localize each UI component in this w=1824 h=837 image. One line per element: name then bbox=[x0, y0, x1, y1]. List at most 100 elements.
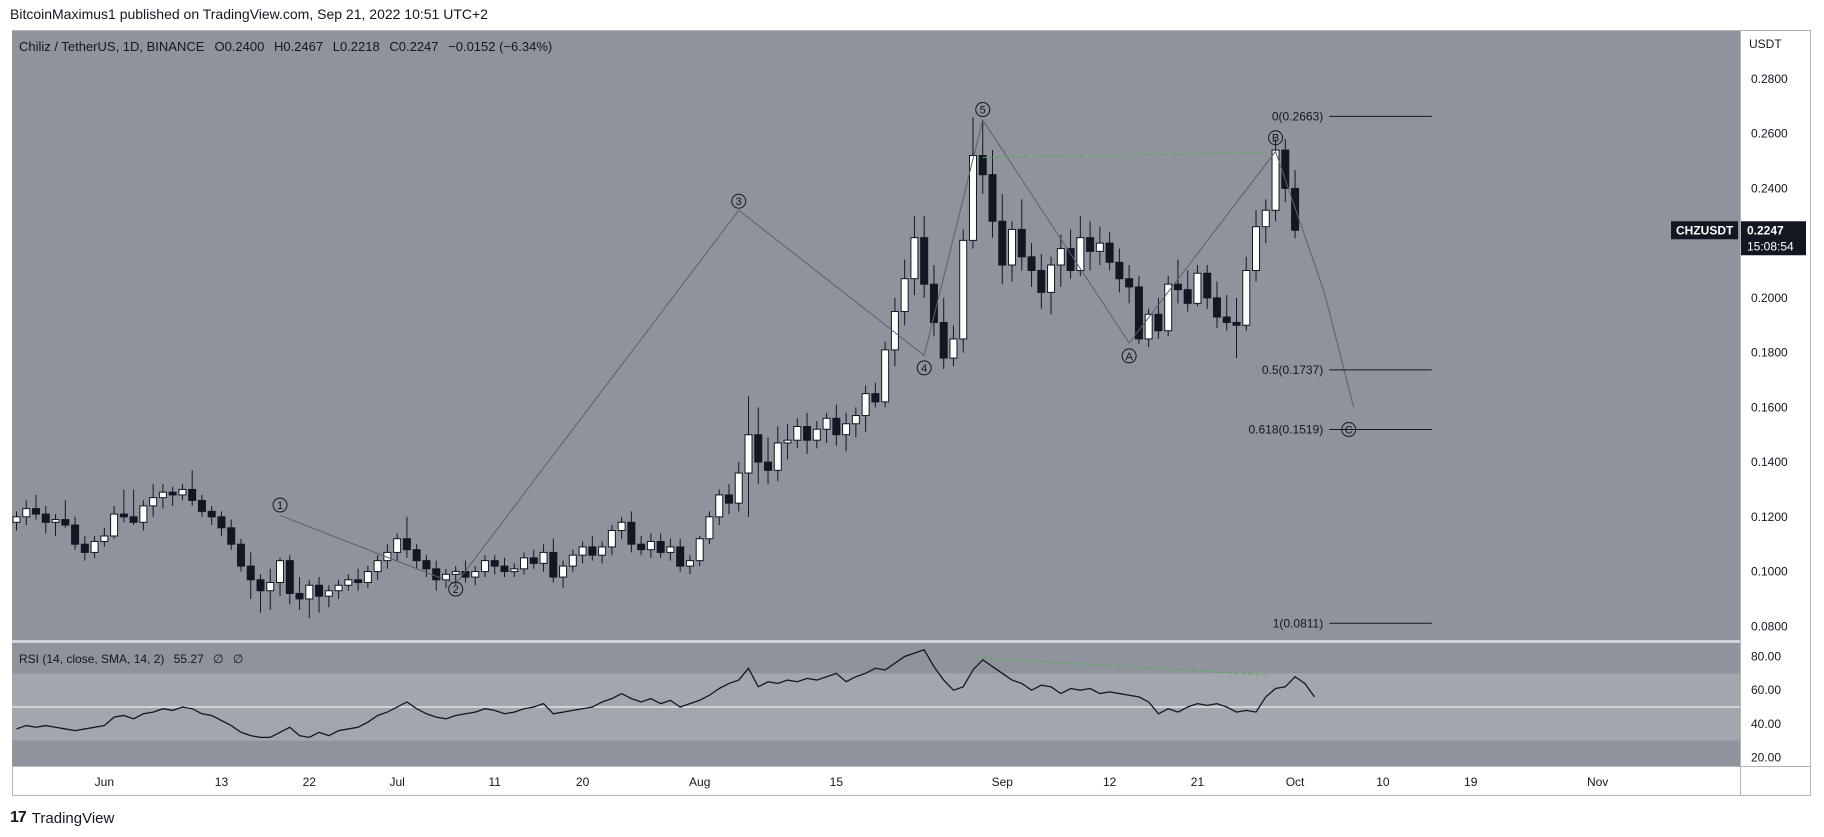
fib-level-label: 0.5(0.1737) bbox=[1262, 363, 1323, 377]
rsi-value: 55.27 bbox=[174, 652, 204, 666]
price-axis[interactable]: 0.28000.26000.24000.22000.20000.18000.16… bbox=[1751, 72, 1788, 633]
candle-body bbox=[178, 488, 187, 496]
candle-body bbox=[764, 461, 773, 471]
candle-body bbox=[51, 519, 60, 523]
wave-label-circle bbox=[916, 360, 932, 376]
candle-body bbox=[1212, 297, 1221, 318]
candle-body bbox=[1252, 226, 1261, 271]
candle-body bbox=[803, 426, 812, 441]
candle-body bbox=[578, 546, 587, 556]
time-axis[interactable]: Jun 13 22 Jul 11 20 Aug 15 Sep 12 21 Oct 10 19 Nov bbox=[95, 775, 1609, 789]
candle-body bbox=[637, 543, 646, 551]
candle-body bbox=[705, 516, 714, 540]
price-tick-label: 0.0800 bbox=[1751, 619, 1788, 633]
rsi-line bbox=[16, 648, 1316, 739]
candle-body bbox=[666, 546, 675, 553]
candle-body bbox=[295, 592, 304, 600]
price-tag-symbol: CHZUSDT bbox=[1676, 223, 1734, 237]
drawings[interactable]: 0(0.2663) 0.5(0.1737) 0.618(0.1519) 1(0.081… bbox=[272, 102, 1432, 631]
price-tick-label: 0.1400 bbox=[1751, 455, 1788, 469]
symbol-title[interactable]: Chiliz / TetherUS, 1D, BINANCE bbox=[19, 39, 205, 54]
candle-body bbox=[246, 565, 255, 581]
rsi-tick-label: 20.00 bbox=[1751, 751, 1781, 765]
candle-body bbox=[510, 568, 519, 573]
candle-body bbox=[490, 560, 499, 567]
low-value: 0.2218 bbox=[340, 39, 380, 54]
time-tick-label: 22 bbox=[303, 775, 317, 789]
candle-body bbox=[22, 508, 31, 518]
wave-label-circle bbox=[1268, 130, 1284, 146]
candle-body bbox=[539, 551, 548, 564]
candle-body bbox=[168, 491, 177, 496]
candle-body bbox=[354, 579, 363, 584]
candle-body bbox=[1281, 149, 1290, 189]
candle-body bbox=[978, 155, 987, 176]
candle-body bbox=[451, 571, 460, 575]
candle-body bbox=[812, 428, 821, 441]
price-tick-label: 0.2400 bbox=[1751, 181, 1788, 195]
price-tick-label: 0.2800 bbox=[1751, 72, 1788, 86]
price-tick-label: 0.1200 bbox=[1751, 510, 1788, 524]
rsi-legend[interactable]: RSI (14, close, SMA, 14, 2) 55.27 ∅ ∅ bbox=[19, 652, 243, 666]
price-tag-value: 0.2247 bbox=[1747, 223, 1784, 237]
rsi-extra-1: ∅ bbox=[213, 652, 223, 666]
currency-label: USDT bbox=[1749, 37, 1782, 51]
time-tick-label: Sep bbox=[992, 775, 1014, 789]
candle-body bbox=[1144, 313, 1153, 340]
candle-body bbox=[197, 499, 206, 512]
rsi-extra-2: ∅ bbox=[233, 652, 243, 666]
candle-body bbox=[793, 426, 802, 441]
candle-body bbox=[773, 442, 782, 471]
rsi-legend-title: RSI (14, close, SMA, 14, 2) bbox=[19, 652, 164, 666]
time-tick-label: 21 bbox=[1191, 775, 1205, 789]
candle-body bbox=[939, 321, 948, 359]
candle-body bbox=[588, 546, 597, 556]
candle-body bbox=[851, 415, 860, 425]
candle-body bbox=[959, 239, 968, 340]
rsi-axis[interactable]: 80.00 60.00 40.00 20.00 bbox=[1751, 649, 1781, 764]
candle-body bbox=[627, 521, 636, 545]
candle-body bbox=[1242, 269, 1251, 326]
wave-label-circle bbox=[731, 193, 747, 209]
close-value: 0.2247 bbox=[399, 39, 439, 54]
time-tick-label: Nov bbox=[1587, 775, 1608, 789]
candle-body bbox=[1037, 269, 1046, 293]
candle-body bbox=[646, 540, 655, 551]
time-tick-label: Jul bbox=[389, 775, 404, 789]
candle-body bbox=[285, 560, 294, 594]
candle-body bbox=[393, 538, 402, 553]
candle-body bbox=[754, 434, 763, 463]
candle-body bbox=[1086, 237, 1095, 252]
candle-body bbox=[529, 557, 538, 564]
candle-body bbox=[276, 560, 285, 584]
candle-body bbox=[402, 538, 411, 551]
candle-body bbox=[685, 560, 694, 567]
candle-body bbox=[432, 568, 441, 581]
candle-body bbox=[1134, 286, 1143, 340]
candle-body bbox=[1125, 278, 1134, 288]
candle-body bbox=[656, 540, 665, 553]
candle-body bbox=[12, 516, 21, 523]
candle-body bbox=[881, 349, 890, 403]
candle-body bbox=[149, 497, 158, 507]
high-label: H bbox=[274, 39, 283, 54]
price-tag-countdown: 15:08:54 bbox=[1747, 239, 1794, 253]
tradingview-logo-icon[interactable]: 17 bbox=[10, 809, 27, 826]
candle-body bbox=[119, 513, 128, 518]
footer: 17 TradingView bbox=[10, 806, 114, 830]
candle-body bbox=[861, 393, 870, 417]
candle-body bbox=[1066, 248, 1075, 271]
candle-body bbox=[1105, 242, 1114, 263]
wave-label-circle bbox=[1341, 422, 1357, 438]
candle-body bbox=[598, 546, 607, 556]
candle-body bbox=[305, 584, 314, 600]
candle-body bbox=[471, 571, 480, 578]
candle-body bbox=[110, 513, 119, 537]
footer-brand[interactable]: TradingView bbox=[31, 809, 115, 827]
candle-body bbox=[715, 494, 724, 518]
candle-body bbox=[1222, 316, 1231, 323]
bearish-divergence-price bbox=[982, 151, 1266, 158]
candle-body bbox=[344, 579, 353, 586]
candle-body bbox=[1076, 237, 1085, 271]
